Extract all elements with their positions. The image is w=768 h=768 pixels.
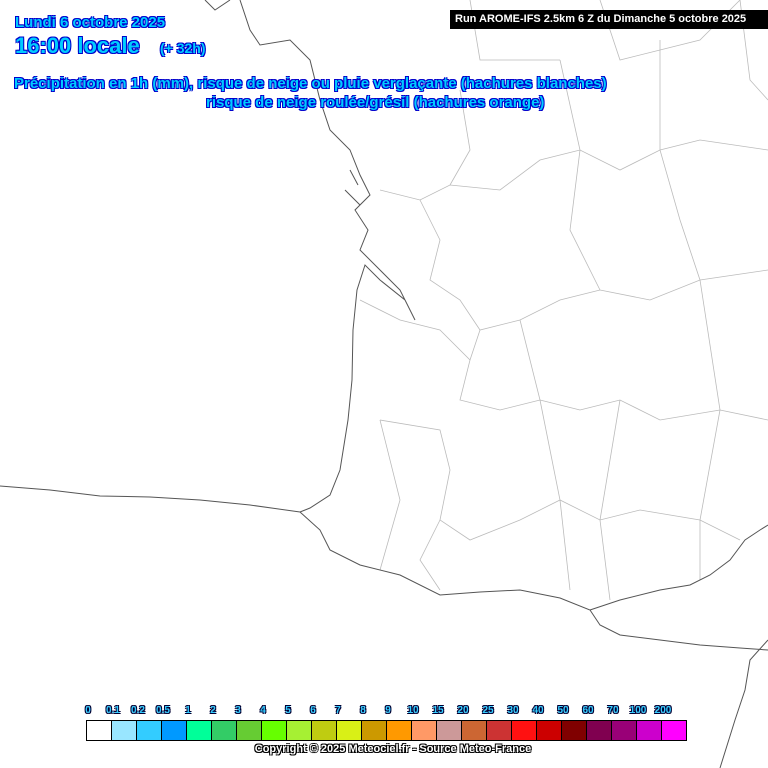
legend-label: 3 — [235, 705, 241, 716]
copyright: Copyright © 2025 Meteociel.fr - Source M… — [254, 743, 532, 755]
legend-swatch — [237, 721, 262, 740]
legend-labels: 0 0.1 0.2 0.5 1 2 3 4 5 6 7 8 9 10 15 20 25 30 40 50 60 70 100… — [80, 705, 720, 719]
legend-swatch — [87, 721, 112, 740]
legend-label: 8 — [360, 705, 366, 716]
legend-swatch — [262, 721, 287, 740]
legend-label: 9 — [385, 705, 391, 716]
legend-swatch — [437, 721, 462, 740]
legend-color-bar — [86, 720, 687, 741]
legend-label: 4 — [260, 705, 266, 716]
legend-label: 25 — [482, 705, 494, 716]
legend-label: 2 — [210, 705, 216, 716]
legend-label: 0.1 — [106, 705, 120, 716]
forecast-date: Lundi 6 octobre 2025 — [15, 14, 166, 31]
legend-label: 15 — [432, 705, 444, 716]
legend-label: 10 — [407, 705, 419, 716]
legend-swatch — [637, 721, 662, 740]
legend-swatch — [462, 721, 487, 740]
legend-label: 5 — [285, 705, 291, 716]
legend-swatch — [187, 721, 212, 740]
model-run-label: Run AROME-IFS 2.5km 6 Z du Dimanche 5 oc… — [450, 10, 768, 29]
legend-label: 0 — [85, 705, 91, 716]
legend-label: 40 — [532, 705, 544, 716]
legend-swatch — [487, 721, 512, 740]
legend-swatch — [512, 721, 537, 740]
legend-label: 0.2 — [131, 705, 145, 716]
legend-swatch — [162, 721, 187, 740]
legend-swatch — [212, 721, 237, 740]
legend-label: 100 — [629, 705, 647, 716]
legend-label: 60 — [582, 705, 594, 716]
forecast-time: 16:00 locale — [15, 33, 140, 58]
legend-swatch — [587, 721, 612, 740]
legend-swatch — [137, 721, 162, 740]
lead-time: (+ 32h) — [160, 40, 206, 56]
legend-label: 70 — [607, 705, 619, 716]
legend-swatch — [612, 721, 637, 740]
legend-label: 6 — [310, 705, 316, 716]
legend-label: 1 — [185, 705, 191, 716]
legend-swatch — [362, 721, 387, 740]
legend-swatch — [562, 721, 587, 740]
legend-label: 200 — [654, 705, 672, 716]
legend-swatch — [337, 721, 362, 740]
legend-label: 50 — [557, 705, 569, 716]
legend-label: 7 — [335, 705, 341, 716]
legend-swatch — [412, 721, 437, 740]
department-borders — [359, 0, 768, 601]
legend-swatch — [662, 721, 686, 740]
legend-label: 30 — [507, 705, 519, 716]
legend-swatch — [312, 721, 337, 740]
legend-swatch — [112, 721, 137, 740]
legend-swatch — [387, 721, 412, 740]
map-title-line1: Précipitation en 1h (mm), risque de neig… — [14, 75, 607, 92]
legend-swatch — [287, 721, 312, 740]
legend-label: 0.5 — [156, 705, 170, 716]
legend-swatch — [537, 721, 562, 740]
map-title-line2: risque de neige roulée/grésil (hachures … — [206, 94, 545, 111]
legend-label: 20 — [457, 705, 469, 716]
